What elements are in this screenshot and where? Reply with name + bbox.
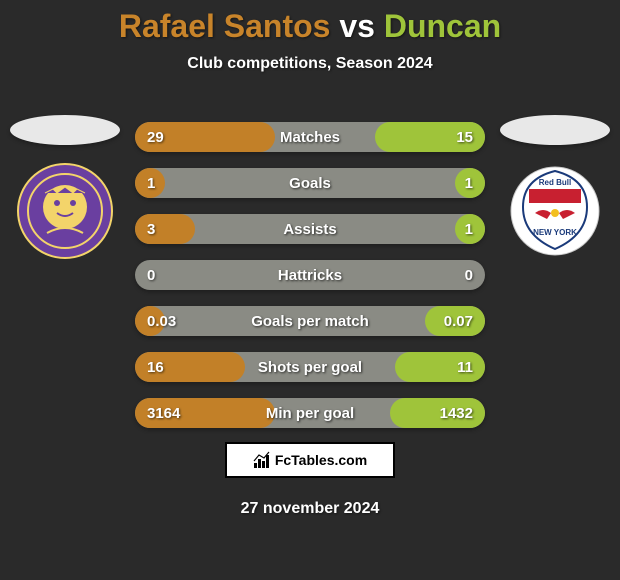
- ellipse-shadow-right: [500, 115, 610, 145]
- subtitle: Club competitions, Season 2024: [0, 55, 620, 73]
- metric-label: Min per goal: [135, 405, 485, 422]
- svg-text:NEW YORK: NEW YORK: [533, 228, 577, 237]
- stat-row: 1611Shots per goal: [135, 352, 485, 382]
- stat-row: 0.030.07Goals per match: [135, 306, 485, 336]
- ellipse-shadow-left: [10, 115, 120, 145]
- team-left-badge: [17, 163, 113, 259]
- player1-name: Rafael Santos: [119, 8, 331, 44]
- metric-label: Assists: [135, 221, 485, 238]
- team-right-container: Red Bull NEW YORK: [500, 115, 610, 259]
- branding-box: FcTables.com: [225, 442, 395, 478]
- team-left-container: [10, 115, 120, 259]
- stat-row: 2915Matches: [135, 122, 485, 152]
- page-title: Rafael Santos vs Duncan: [0, 0, 620, 45]
- date-text: 27 november 2024: [0, 500, 620, 518]
- chart-icon: [253, 451, 271, 469]
- metric-label: Goals: [135, 175, 485, 192]
- vs-text: vs: [339, 8, 383, 44]
- branding-text: FcTables.com: [275, 452, 367, 468]
- metric-label: Goals per match: [135, 313, 485, 330]
- team-right-badge: Red Bull NEW YORK: [507, 163, 603, 259]
- comparison-rows: 2915Matches 11Goals 31Assists 00Hattricks 0.…: [135, 122, 485, 444]
- stat-row: 11Goals: [135, 168, 485, 198]
- metric-label: Shots per goal: [135, 359, 485, 376]
- metric-label: Hattricks: [135, 267, 485, 284]
- stat-row: 31Assists: [135, 214, 485, 244]
- svg-text:Red Bull: Red Bull: [539, 178, 571, 187]
- player2-name: Duncan: [384, 8, 501, 44]
- stat-row: 31641432Min per goal: [135, 398, 485, 428]
- stat-row: 00Hattricks: [135, 260, 485, 290]
- metric-label: Matches: [135, 129, 485, 146]
